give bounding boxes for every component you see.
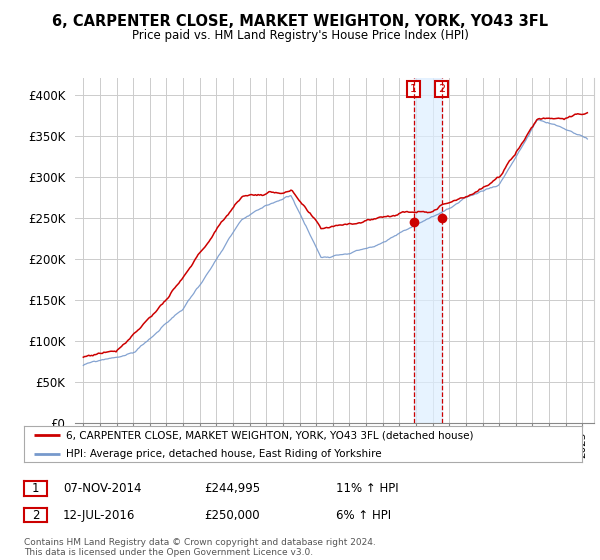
Text: 1: 1 [32, 482, 39, 495]
Text: 6% ↑ HPI: 6% ↑ HPI [336, 508, 391, 522]
Text: Contains HM Land Registry data © Crown copyright and database right 2024.
This d: Contains HM Land Registry data © Crown c… [24, 538, 376, 557]
Text: 2: 2 [438, 84, 445, 94]
Text: 6, CARPENTER CLOSE, MARKET WEIGHTON, YORK, YO43 3FL: 6, CARPENTER CLOSE, MARKET WEIGHTON, YOR… [52, 14, 548, 29]
Text: £244,995: £244,995 [204, 482, 260, 495]
Text: 07-NOV-2014: 07-NOV-2014 [63, 482, 142, 495]
Text: 12-JUL-2016: 12-JUL-2016 [63, 508, 136, 522]
Bar [413, 78, 442, 423]
Text: 1: 1 [410, 84, 417, 94]
Text: HPI: Average price, detached house, East Riding of Yorkshire: HPI: Average price, detached house, East… [66, 449, 382, 459]
Text: Price paid vs. HM Land Registry's House Price Index (HPI): Price paid vs. HM Land Registry's House … [131, 29, 469, 42]
Text: 6, CARPENTER CLOSE, MARKET WEIGHTON, YORK, YO43 3FL (detached house): 6, CARPENTER CLOSE, MARKET WEIGHTON, YOR… [66, 431, 473, 440]
Text: 11% ↑ HPI: 11% ↑ HPI [336, 482, 398, 495]
Text: £250,000: £250,000 [204, 508, 260, 522]
Text: 2: 2 [32, 508, 39, 522]
